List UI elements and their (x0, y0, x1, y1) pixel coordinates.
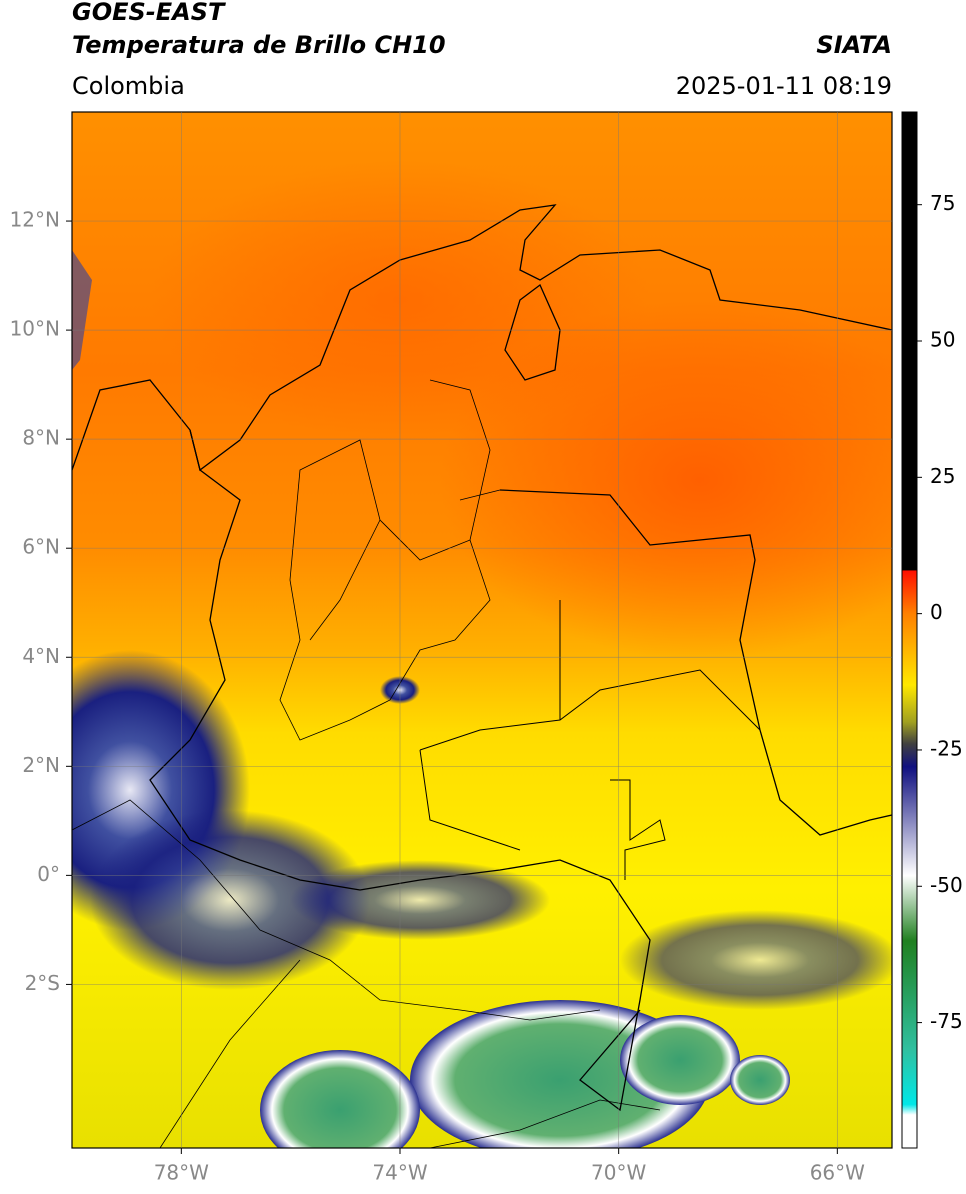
colorbar-tick-label: -50 (930, 873, 963, 897)
x-tick-label: 70°W (591, 1161, 646, 1185)
subtitle: Temperatura de Brillo CH10 (72, 31, 446, 59)
datetime: 2025-01-11 08:19 (676, 72, 892, 100)
x-tick-label: 78°W (154, 1161, 209, 1185)
y-tick-label: 8°N (22, 426, 60, 450)
x-tick-label: 74°W (372, 1161, 427, 1185)
y-tick-label: 0° (37, 862, 60, 886)
colorbar-tick-label: 50 (930, 328, 955, 352)
y-tick-label: 10°N (10, 317, 60, 341)
y-tick-label: 12°N (10, 208, 60, 232)
y-tick-label: 4°N (22, 644, 60, 668)
satellite-image (72, 112, 892, 1148)
colorbar-tick-label: 25 (930, 464, 955, 488)
y-tick-label: 6°N (22, 535, 60, 559)
x-tick-label: 66°W (810, 1161, 865, 1185)
y-tick-label: 2°N (22, 753, 60, 777)
title: GOES-EAST (72, 0, 226, 26)
region: Colombia (72, 72, 185, 100)
source: SIATA (816, 31, 892, 59)
y-tick-label: 2°S (25, 971, 60, 995)
colorbar-tick-label: 75 (930, 191, 955, 215)
colorbar-tick-label: -25 (930, 736, 963, 760)
colorbar-tick-label: 0 (930, 600, 943, 624)
map-frame (71, 111, 893, 1149)
colorbar (901, 111, 918, 1149)
colorbar-tick-label: -75 (930, 1009, 963, 1033)
